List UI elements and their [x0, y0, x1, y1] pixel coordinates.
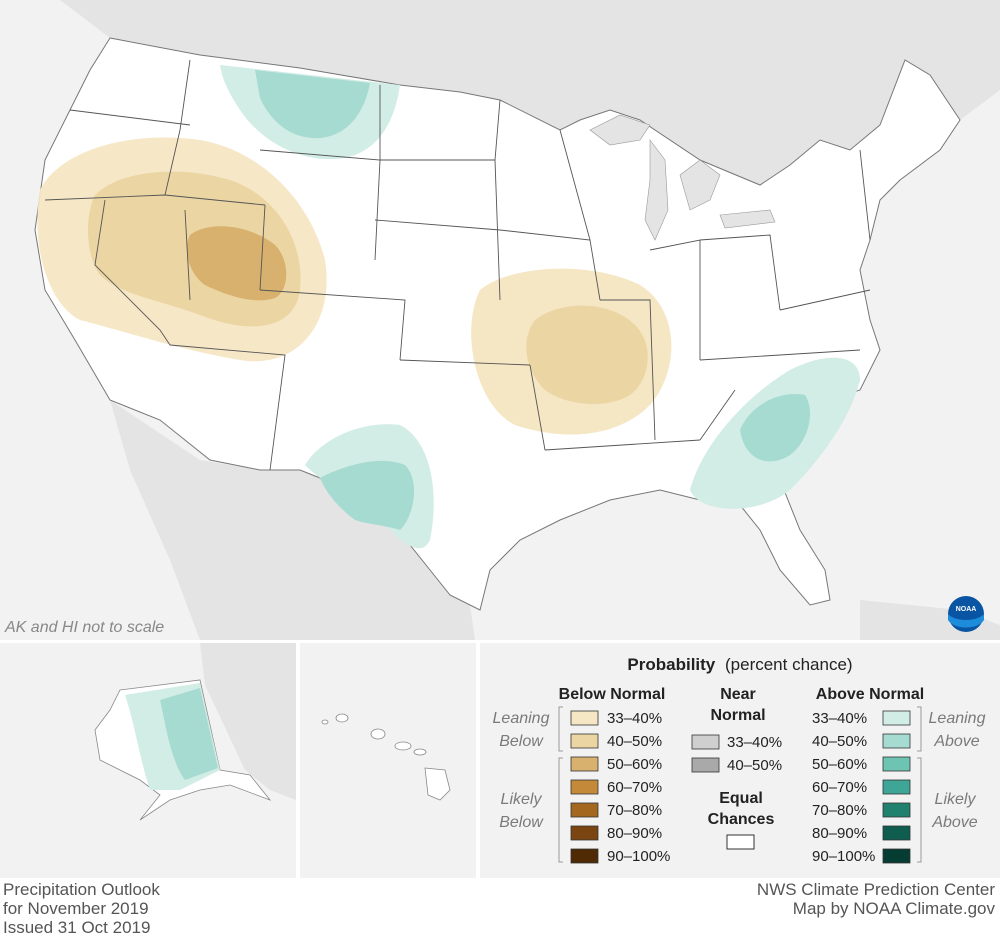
below-normal-range-3: 60–70% — [607, 779, 662, 796]
conus-panel: AK and HI not to scale NOAA — [0, 0, 1000, 640]
above-normal-swatch-6 — [882, 848, 911, 864]
footer-left-3: Issued 31 Oct 2019 — [3, 918, 150, 937]
above-normal-heading: Above Normal — [816, 686, 924, 703]
legend: Probability (percent chance) Below Norma… — [480, 643, 1000, 878]
near-normal-range-0: 33–40% — [727, 734, 782, 751]
leaning-below-label-2: Below — [499, 733, 544, 750]
footer-left-1: Precipitation Outlook — [3, 880, 160, 899]
legend-title-rest: (percent chance) — [725, 655, 853, 674]
above-normal-swatch-3 — [882, 779, 911, 795]
above-normal-range-5: 80–90% — [812, 825, 867, 842]
equal-chances-heading-2: Chances — [708, 811, 775, 828]
below-normal-swatch-4 — [570, 802, 599, 818]
above-normal-swatch-4 — [882, 802, 911, 818]
great-lakes — [589, 114, 776, 241]
likely-below-label-2: Below — [499, 814, 544, 831]
noaa-logo: NOAA — [948, 596, 984, 632]
leaning-below-label-1: Leaning — [493, 710, 550, 727]
leaning-above-label-2: Above — [933, 733, 979, 750]
below-normal-range-4: 70–80% — [607, 802, 662, 819]
legend-title-bold: Probability — [627, 655, 715, 674]
leaning-above-label-1: Leaning — [929, 710, 986, 727]
near-normal-items: 33–40% 40–50% — [691, 734, 782, 774]
above-normal-southeast-40 — [740, 394, 810, 462]
below-normal-west-50 — [186, 226, 287, 301]
alaska-40-above — [160, 688, 218, 780]
below-normal-swatch-5 — [570, 825, 599, 841]
alaska-panel — [0, 643, 296, 878]
below-brackets — [558, 706, 563, 863]
footer: Precipitation Outlook for November 2019 … — [0, 878, 1000, 938]
above-normal-swatch-1 — [882, 733, 911, 749]
likely-above-label-2: Above — [931, 814, 977, 831]
footer-left-2: for November 2019 — [3, 899, 149, 918]
below-normal-swatch-6 — [570, 848, 599, 864]
above-normal-montana-40 — [255, 70, 370, 139]
above-normal-range-3: 60–70% — [812, 779, 867, 796]
hawaii-islands — [321, 713, 451, 801]
below-normal-swatch-3 — [570, 779, 599, 795]
above-normal-swatch-0 — [882, 710, 911, 726]
near-normal-heading-2: Normal — [710, 707, 765, 724]
above-normal-range-6: 90–100% — [812, 848, 875, 865]
below-normal-range-0: 33–40% — [607, 710, 662, 727]
below-normal-range-1: 40–50% — [607, 733, 662, 750]
below-normal-range-6: 90–100% — [607, 848, 670, 865]
scale-note: AK and HI not to scale — [4, 619, 164, 636]
likely-above-label-1: Likely — [935, 791, 977, 808]
equal-chances-heading-1: Equal — [719, 790, 763, 807]
below-normal-items: 33–40% 40–50% 50–60% 60–70% 70–80% 80–90% 90–1… — [570, 710, 670, 865]
likely-below-label-1: Likely — [501, 791, 543, 808]
canada-near-alaska — [200, 643, 296, 800]
above-normal-range-0: 33–40% — [812, 710, 867, 727]
above-normal-items: 33–40% 40–50% 50–60% 60–70% 70–80% 80–90% 90–1… — [812, 710, 911, 865]
state-boundaries — [44, 59, 871, 471]
above-normal-range-2: 50–60% — [812, 756, 867, 773]
equal-chances-swatch — [726, 834, 755, 850]
hawaii-panel — [300, 643, 476, 878]
near-normal-swatch-1 — [691, 757, 720, 773]
above-brackets — [917, 706, 922, 863]
above-normal-range-1: 40–50% — [812, 733, 867, 750]
footer-right-1: NWS Climate Prediction Center — [757, 880, 995, 899]
canada-land — [60, 0, 1000, 185]
near-normal-range-1: 40–50% — [727, 757, 782, 774]
below-normal-range-2: 50–60% — [607, 756, 662, 773]
above-normal-swatch-5 — [882, 825, 911, 841]
below-normal-swatch-2 — [570, 756, 599, 772]
noaa-logo-text: NOAA — [956, 606, 977, 613]
near-normal-swatch-0 — [691, 734, 720, 750]
above-normal-texas-40 — [320, 460, 415, 530]
below-normal-range-5: 80–90% — [607, 825, 662, 842]
below-normal-heading: Below Normal — [559, 686, 666, 703]
svg-text:Probability (percent cha: Probability (percent chance) — [627, 655, 852, 674]
above-normal-swatch-2 — [882, 756, 911, 772]
above-normal-range-4: 70–80% — [812, 802, 867, 819]
below-normal-swatch-1 — [570, 733, 599, 749]
near-normal-heading-1: Near — [720, 686, 756, 703]
footer-right-2: Map by NOAA Climate.gov — [793, 899, 996, 918]
below-normal-central-40 — [526, 305, 648, 405]
mexico-land — [110, 400, 475, 640]
below-normal-swatch-0 — [570, 710, 599, 726]
